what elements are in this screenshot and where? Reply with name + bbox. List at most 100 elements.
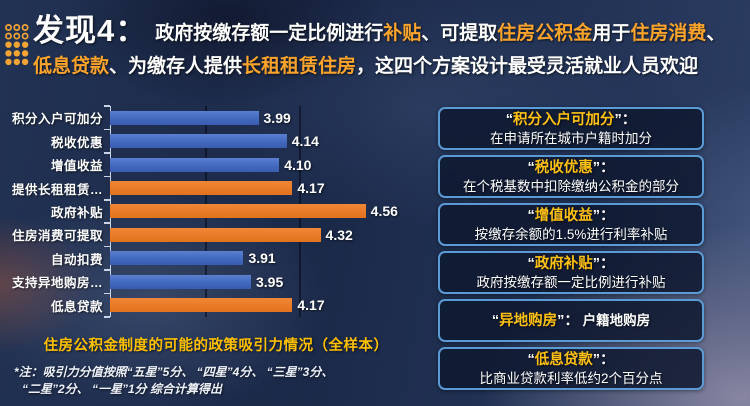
axis-tick <box>104 292 110 295</box>
axis-tick <box>104 152 110 154</box>
axis-tick <box>104 269 110 271</box>
bar-blue <box>110 134 287 149</box>
bar-area: 4.17 <box>110 176 434 199</box>
chart-row: 低息贷款 4.17 <box>0 294 434 317</box>
definition-panels: “积分入户可加分”： 在申请所在城市户籍时加分 “税收优惠”： 在个税基数中扣除缴纳公… <box>438 107 704 390</box>
title-segment: 、为缴存人提供 <box>109 56 243 77</box>
value-label: 4.56 <box>370 203 398 220</box>
title-segment: 低息贷款 <box>33 56 110 77</box>
bar-blue <box>110 110 259 125</box>
definition-panel: “积分入户可加分”： 在申请所在城市户籍时加分 <box>438 107 704 150</box>
bar-area: 3.91 <box>110 247 434 270</box>
panel-description: 比商业贷款利率低约2个百分点 <box>479 370 663 386</box>
bar-area: 4.17 <box>110 294 434 317</box>
bar-blue <box>110 251 244 266</box>
title-segment: 长租租赁住房 <box>242 56 357 77</box>
value-label: 4.17 <box>297 297 325 314</box>
axis-tick <box>104 245 110 248</box>
axis-tick <box>104 128 110 131</box>
axis-tick <box>104 316 110 318</box>
panel-term: 异地购房 <box>499 312 558 329</box>
panel-term: 低息贷款 <box>534 351 593 368</box>
panel-term-line: “增值收益”： <box>527 207 615 224</box>
bar-blue <box>110 157 280 172</box>
finding-number-label: 发现4： <box>33 13 148 48</box>
category-label: 政府补贴 <box>50 205 103 220</box>
title-segment: 用于 <box>592 23 631 44</box>
panel-term: 税收优惠 <box>534 159 593 176</box>
bar-chart-plot: 积分入户可加分 3.99 税收优惠 4.14 增值收益 4.10 提供长租租赁… 4.17 政府… <box>0 105 434 318</box>
category-label: 支持异地购房… <box>11 276 103 291</box>
bar-orange <box>110 227 321 242</box>
dot-grid-icon <box>5 24 29 66</box>
bar-orange <box>110 181 293 196</box>
axis-tick <box>104 199 110 201</box>
bar-blue <box>110 274 251 289</box>
definition-panel: “异地购房”： 户籍地购房 <box>438 299 704 342</box>
value-label: 3.95 <box>256 273 284 290</box>
chart-footnote: *注：吸引力分值按照“五星”5分、 “四星”4分、 “三星”3分、 “二星”2分… <box>14 364 438 398</box>
category-label: 积分入户可加分 <box>11 112 103 127</box>
category-label: 住房消费可提取 <box>11 229 103 244</box>
chart-title: 住房公积金制度的可能的政策吸引力情况（全样本） <box>43 338 389 354</box>
panel-term-line: “政府补贴”： <box>527 255 615 272</box>
value-label: 4.17 <box>297 180 325 197</box>
panel-term-line: “低息贷款”： <box>527 351 615 368</box>
chart-row: 增值收益 4.10 <box>0 153 434 176</box>
title-segment: 政府按缴存额一定比例进行 <box>155 23 384 44</box>
value-label: 4.10 <box>284 156 312 173</box>
title-segment: 、可提取 <box>421 23 498 44</box>
bar-area: 4.10 <box>110 153 434 176</box>
title-segment: 、 <box>706 23 726 44</box>
category-label: 提供长租租赁… <box>11 182 103 197</box>
panel-term: 政府补贴 <box>534 255 593 272</box>
panel-term: 积分入户可加分 <box>513 111 615 128</box>
chart-row: 支持异地购房… 3.95 <box>0 270 434 293</box>
title-segment: 住房公积金 <box>497 23 593 44</box>
bar-area: 3.99 <box>110 106 434 129</box>
panel-term-line: “异地购房”： 户籍地购房 <box>491 312 651 329</box>
category-label: 增值收益 <box>50 159 103 174</box>
slide-title-line-2: 低息贷款、为缴存人提供长租租赁住房，这四个方案设计最受灵活就业人员欢迎 <box>33 54 745 80</box>
bar-orange <box>110 298 293 313</box>
axis-tick <box>104 175 110 178</box>
axis-tick <box>104 222 110 224</box>
chart-row: 税收优惠 4.14 <box>0 129 434 152</box>
bar-area: 3.95 <box>110 270 434 293</box>
chart-row: 政府补贴 4.56 <box>0 200 434 223</box>
bar-area: 4.14 <box>110 129 434 152</box>
chart-row: 自动扣费 3.91 <box>0 247 434 270</box>
bar-area: 4.32 <box>110 223 434 246</box>
panel-term-line: “税收优惠”： <box>527 159 615 176</box>
panel-description: 在申请所在城市户籍时加分 <box>490 130 652 146</box>
panel-description: 在个税基数中扣除缴纳公积金的部分 <box>463 178 679 194</box>
slide-title-line-1: 发现4： 政府按缴存额一定比例进行补贴、可提取住房公积金用于住房消费、 <box>33 12 745 53</box>
chart-row: 住房消费可提取 4.32 <box>0 223 434 246</box>
chart-row: 积分入户可加分 3.99 <box>0 106 434 129</box>
bar-area: 4.56 <box>110 200 434 223</box>
title-segment: ，这四个方案设计最受灵活就业人员欢迎 <box>356 56 699 77</box>
category-label: 低息贷款 <box>50 299 103 314</box>
bar-orange <box>110 204 366 219</box>
panel-description: 户籍地购房 <box>578 312 651 328</box>
definition-panel: “低息贷款”： 比商业贷款利率低约2个百分点 <box>438 347 704 390</box>
panel-term: 增值收益 <box>534 207 593 224</box>
value-label: 4.32 <box>325 226 353 243</box>
category-label: 税收优惠 <box>50 135 103 150</box>
bar-chart: 积分入户可加分 3.99 税收优惠 4.14 增值收益 4.10 提供长租租赁… 4.17 政府… <box>0 105 434 318</box>
panel-term-line: “积分入户可加分”： <box>505 111 637 128</box>
slide-title: 发现4： 政府按缴存额一定比例进行补贴、可提取住房公积金用于住房消费、 低息贷款、… <box>33 12 745 80</box>
definition-panel: “税收优惠”： 在个税基数中扣除缴纳公积金的部分 <box>438 155 704 198</box>
panel-description: 按缴存余额的1.5%进行利率补贴 <box>474 226 668 242</box>
definition-panel: “政府补贴”： 政府按缴存额一定比例进行补贴 <box>438 251 704 294</box>
chart-footnote-line-1: *注：吸引力分值按照“五星”5分、 “四星”4分、 “三星”3分、 <box>14 365 334 379</box>
value-label: 3.91 <box>248 250 276 267</box>
chart-row: 提供长租租赁… 4.17 <box>0 176 434 199</box>
title-segment: 住房消费 <box>630 23 707 44</box>
axis-tick <box>104 105 110 107</box>
category-label: 自动扣费 <box>50 252 103 267</box>
title-segment: 补贴 <box>383 23 422 44</box>
value-label: 3.99 <box>263 109 291 126</box>
panel-description: 政府按缴存额一定比例进行补贴 <box>476 274 666 290</box>
